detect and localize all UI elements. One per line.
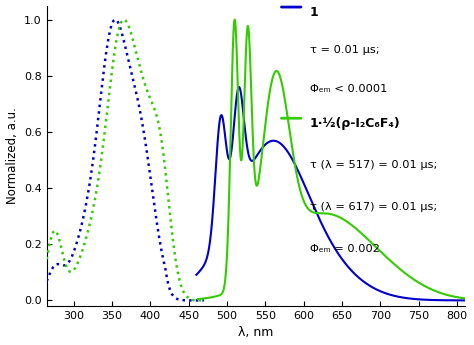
Text: τ (λ = 617) = 0.01 μs;: τ (λ = 617) = 0.01 μs; [310,203,437,213]
Text: Φₑₘ = 0.002: Φₑₘ = 0.002 [310,244,380,254]
Text: τ (λ = 517) = 0.01 μs;: τ (λ = 517) = 0.01 μs; [310,160,438,170]
Text: τ = 0.01 μs;: τ = 0.01 μs; [310,45,380,55]
Y-axis label: Normalized, a.u.: Normalized, a.u. [6,107,18,204]
Text: 1: 1 [310,6,319,19]
Text: Φₑₘ < 0.0001: Φₑₘ < 0.0001 [310,84,387,94]
X-axis label: λ, nm: λ, nm [238,326,273,339]
Text: 1·½(ρ-I₂C₆F₄): 1·½(ρ-I₂C₆F₄) [310,117,401,130]
